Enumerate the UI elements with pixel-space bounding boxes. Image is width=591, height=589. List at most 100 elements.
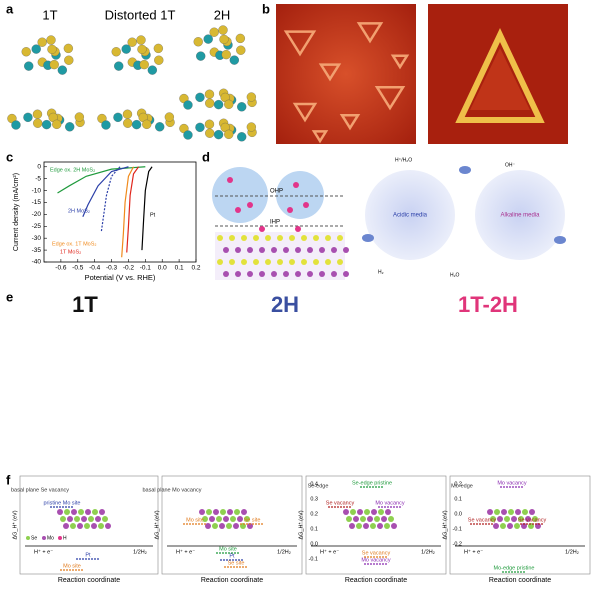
atom (525, 516, 531, 522)
energy-label: Se site (228, 560, 245, 566)
reaction-start: H⁺ + e⁻ (464, 548, 483, 555)
atom (325, 259, 331, 265)
atom (343, 247, 349, 253)
atom (123, 118, 133, 128)
atom (217, 259, 223, 265)
atom (31, 44, 41, 54)
label: H⁺/H₂O (395, 157, 412, 163)
stm-island (339, 113, 361, 131)
y-tick-label: -0.1 (453, 526, 462, 532)
atom (11, 120, 21, 130)
atom (60, 516, 66, 522)
y-tick-label: -10 (32, 187, 42, 194)
atom (164, 112, 175, 122)
energy-label: Se vacancy (362, 550, 391, 556)
atom (64, 55, 74, 65)
atom (142, 119, 152, 129)
panel-label: c (6, 149, 13, 164)
atom (494, 509, 500, 515)
atom (295, 271, 301, 277)
atom (313, 259, 319, 265)
label: Acidic media (393, 213, 428, 219)
atom (384, 523, 390, 529)
y-tick-label: 0.4 (310, 481, 318, 487)
ion (295, 226, 301, 232)
atom (514, 523, 520, 529)
reaction-end: 1/2H₂ (277, 549, 291, 555)
sphere (212, 167, 268, 223)
atom (343, 271, 349, 277)
stm-island (311, 130, 329, 144)
atom (113, 112, 123, 122)
atom (24, 61, 34, 71)
atom (84, 523, 90, 529)
energy-label: Se vacancy (326, 500, 355, 506)
energy-panel (19, 475, 159, 575)
energy-label: Se vacancy (468, 517, 497, 523)
atom (95, 516, 101, 522)
atom (241, 509, 247, 515)
atom (23, 112, 33, 122)
energy-label: Mo-edge pristine (494, 565, 535, 571)
atom (102, 516, 108, 522)
atom (385, 509, 391, 515)
y-axis-label: ΔG_H* (eV) (12, 510, 18, 539)
atom (223, 271, 229, 277)
atom (33, 118, 43, 128)
atom (277, 235, 283, 241)
stm-island (318, 63, 342, 82)
x-axis-label: Reaction coordinate (201, 577, 263, 584)
atom (57, 509, 63, 515)
reaction-start: H⁺ + e⁻ (34, 548, 53, 555)
atom (529, 509, 535, 515)
energy-label: Mo site (63, 563, 81, 569)
atom (136, 35, 146, 45)
atom (199, 509, 205, 515)
legend-label: Mo (47, 535, 54, 541)
sphere (276, 171, 324, 219)
panel-label: e (6, 289, 13, 304)
atom (99, 509, 105, 515)
atom (114, 61, 124, 71)
atom (63, 43, 73, 54)
atom (64, 509, 70, 515)
series-line (100, 166, 121, 232)
atom (508, 509, 514, 515)
atom (371, 509, 377, 515)
atom (377, 523, 383, 529)
atom (229, 55, 239, 65)
atom (204, 119, 215, 129)
ion (362, 234, 374, 242)
y-tick-label: 0.1 (310, 526, 318, 532)
label: H₂O (450, 272, 460, 278)
atom (98, 523, 104, 529)
atom (307, 271, 313, 277)
y-tick-label: 0.0 (310, 541, 318, 547)
atom (209, 516, 215, 522)
y-tick-label: -5 (35, 175, 41, 182)
x-tick-label: 0.2 (191, 265, 200, 272)
atom (319, 247, 325, 253)
atom (213, 129, 224, 140)
x-axis-label: Potential (V vs. RHE) (85, 273, 156, 282)
energy-label: Mo site (219, 546, 237, 552)
y-tick-label: 0.1 (454, 496, 462, 502)
atom (247, 271, 253, 277)
x-tick-label: 0.1 (175, 265, 184, 272)
atom (203, 34, 213, 44)
atom (289, 259, 295, 265)
atom (364, 509, 370, 515)
y-tick-label: -20 (32, 211, 42, 218)
energy-label: Se site (244, 517, 261, 523)
atom (235, 271, 241, 277)
stm-island (356, 22, 384, 44)
atom (235, 33, 245, 44)
y-tick-label: -35 (32, 247, 42, 254)
atom (206, 509, 212, 515)
atom (147, 65, 157, 75)
atom (370, 523, 376, 529)
label: OH⁻ (505, 162, 516, 168)
atom (37, 37, 47, 47)
atom (227, 509, 233, 515)
